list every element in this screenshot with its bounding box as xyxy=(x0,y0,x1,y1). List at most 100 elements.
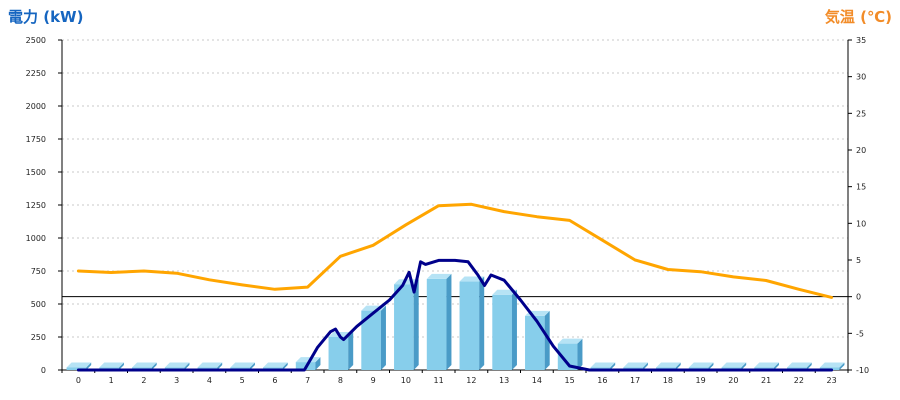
x-tick-label: 18 xyxy=(663,376,673,385)
bar-side xyxy=(511,289,517,370)
right-tick-label: 10 xyxy=(856,219,866,228)
temperature-line xyxy=(76,202,834,299)
left-tick-label: 2500 xyxy=(26,36,46,45)
x-tick-label: 9 xyxy=(371,376,376,385)
bar-side xyxy=(348,332,354,370)
left-tick-label: 750 xyxy=(31,267,46,276)
right-tick-label: 15 xyxy=(856,183,866,192)
bar-side xyxy=(151,362,157,370)
x-tick-label: 2 xyxy=(141,376,146,385)
bar xyxy=(66,367,87,370)
bar-side xyxy=(282,362,288,370)
x-tick-label: 1 xyxy=(109,376,114,385)
x-tick-label: 16 xyxy=(597,376,607,385)
bar-side xyxy=(675,362,681,370)
bar-side xyxy=(249,362,255,370)
x-tick-label: 4 xyxy=(207,376,212,385)
x-tick-label: 23 xyxy=(827,376,837,385)
bar xyxy=(492,294,512,370)
left-axis-title: 電力 (kW) xyxy=(8,8,84,26)
x-tick-label: 11 xyxy=(434,376,444,385)
x-tick-label: 12 xyxy=(466,376,476,385)
bar-top xyxy=(426,273,452,279)
bar xyxy=(394,284,414,370)
bar-top xyxy=(623,362,648,368)
bar xyxy=(525,315,545,370)
right-tick-label: 0 xyxy=(856,293,861,302)
left-tick-label: 0 xyxy=(41,366,46,375)
x-tick-label: 15 xyxy=(565,376,575,385)
x-tick-label: 5 xyxy=(240,376,245,385)
left-tick-label: 500 xyxy=(31,300,46,309)
power-line xyxy=(76,258,834,372)
left-tick-label: 2250 xyxy=(26,69,46,78)
bar-top xyxy=(590,362,616,368)
left-tick-label: 250 xyxy=(31,333,46,342)
left-tick-label: 1500 xyxy=(26,168,46,177)
bar-side xyxy=(642,362,648,370)
bar-side xyxy=(380,305,386,370)
right-axis-title: 気温 (℃) xyxy=(824,8,892,26)
bar-side xyxy=(806,362,812,370)
bar-side xyxy=(479,276,485,370)
x-tick-label: 0 xyxy=(76,376,81,385)
bar-top xyxy=(197,362,223,368)
bar-side xyxy=(413,279,419,370)
bar xyxy=(557,343,578,370)
right-tick-label: 30 xyxy=(856,73,866,82)
left-tick-label: 1000 xyxy=(26,234,46,243)
bar-top xyxy=(295,357,321,363)
bar-side xyxy=(773,362,779,370)
right-tick-label: -5 xyxy=(856,329,864,338)
bar-side xyxy=(708,362,714,370)
bar-top xyxy=(557,338,583,344)
bar-side xyxy=(446,273,452,370)
right-tick-label: 5 xyxy=(856,256,861,265)
bar-side xyxy=(118,362,124,370)
bar-top xyxy=(754,362,779,368)
bar-top xyxy=(132,362,157,368)
x-tick-label: 10 xyxy=(401,376,411,385)
bar-top xyxy=(656,362,681,368)
right-tick-label: 25 xyxy=(856,109,866,118)
x-tick-label: 22 xyxy=(794,376,804,385)
x-tick-label: 19 xyxy=(696,376,706,385)
x-tick-label: 7 xyxy=(305,376,310,385)
bar-side xyxy=(610,362,616,370)
right-tick-label: 20 xyxy=(856,146,866,155)
left-tick-label: 1750 xyxy=(26,135,46,144)
bar-top xyxy=(66,362,92,368)
bar-side xyxy=(839,362,845,370)
bar-top xyxy=(819,362,845,368)
x-tick-label: 17 xyxy=(630,376,640,385)
bar-side xyxy=(544,310,550,370)
bar xyxy=(426,278,447,370)
bar-top xyxy=(230,362,255,368)
x-tick-label: 8 xyxy=(338,376,343,385)
bar-side xyxy=(217,362,223,370)
bar-top xyxy=(688,362,714,368)
bar-side xyxy=(184,362,190,370)
bar-side xyxy=(315,357,321,370)
x-tick-label: 13 xyxy=(499,376,509,385)
x-tick-label: 21 xyxy=(761,376,771,385)
bar xyxy=(459,281,480,370)
bar-top xyxy=(492,289,517,295)
bar-side xyxy=(577,338,583,370)
bar-side xyxy=(86,362,92,370)
left-tick-label: 1250 xyxy=(26,201,46,210)
bar-side xyxy=(741,362,747,370)
bar-top xyxy=(99,362,124,368)
bar-top xyxy=(263,362,288,368)
bar-top xyxy=(721,362,747,368)
left-tick-label: 2000 xyxy=(26,102,46,111)
bar xyxy=(328,337,349,370)
x-tick-label: 14 xyxy=(532,376,542,385)
right-tick-label: 35 xyxy=(856,36,866,45)
bar xyxy=(361,310,381,370)
x-tick-label: 6 xyxy=(272,376,277,385)
bar-top xyxy=(164,362,190,368)
x-tick-label: 20 xyxy=(728,376,738,385)
x-tick-label: 3 xyxy=(174,376,179,385)
